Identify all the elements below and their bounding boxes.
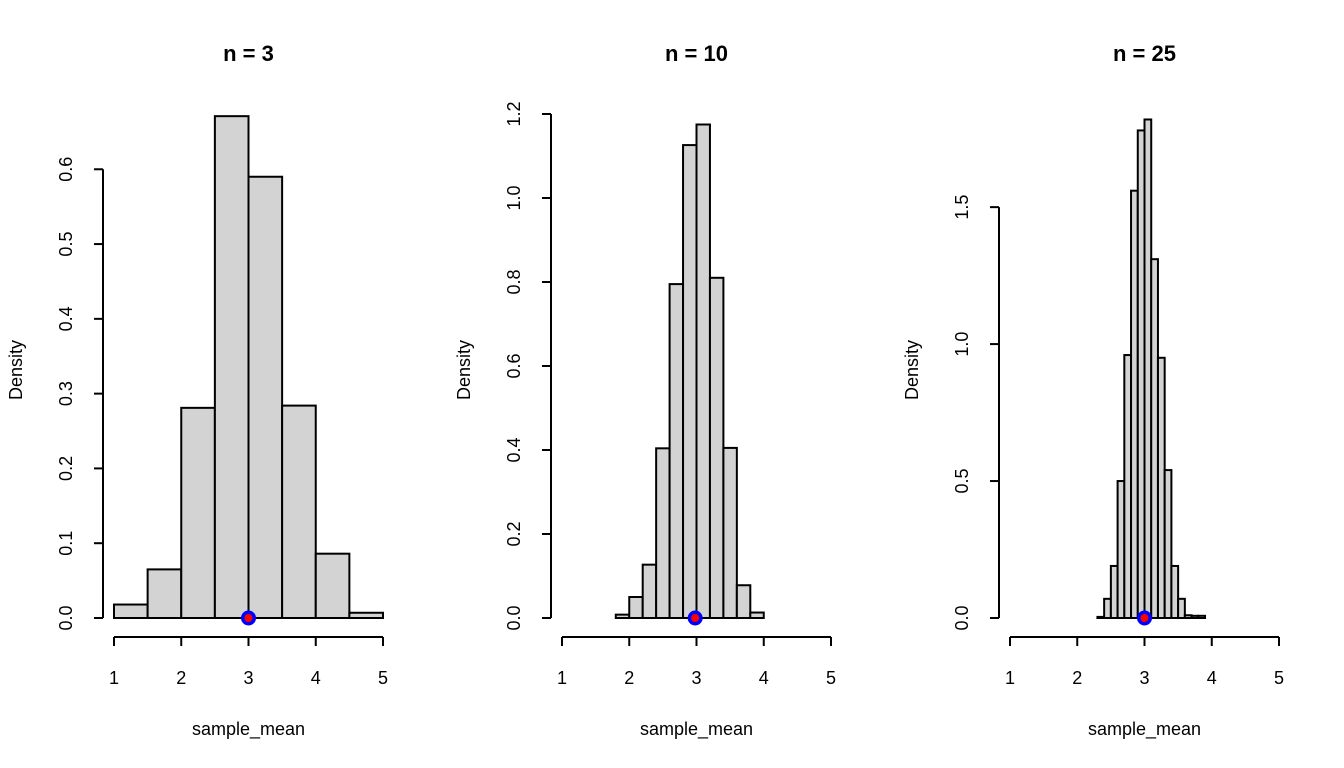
x-tick-label: 5 bbox=[378, 668, 388, 688]
y-tick-label: 0.4 bbox=[56, 306, 76, 331]
histogram-bar bbox=[668, 283, 685, 619]
x-tick-label: 5 bbox=[1274, 668, 1284, 688]
y-tick-label: 1.0 bbox=[504, 185, 524, 210]
x-tick-label: 2 bbox=[624, 668, 634, 688]
y-tick-label: 0.2 bbox=[56, 456, 76, 481]
y-tick-label: 1.2 bbox=[504, 101, 524, 126]
y-tick-label: 1.5 bbox=[952, 195, 972, 220]
y-tick-label: 0.0 bbox=[56, 605, 76, 630]
histogram-bar bbox=[1170, 564, 1180, 620]
histogram-bar bbox=[180, 406, 216, 619]
y-tick-label: 0.4 bbox=[504, 437, 524, 462]
x-tick-label: 3 bbox=[1139, 668, 1149, 688]
histogram-bar bbox=[1150, 258, 1159, 619]
y-tick-label: 0.3 bbox=[56, 381, 76, 406]
histogram-bar bbox=[614, 613, 631, 620]
histogram-bar bbox=[1116, 480, 1126, 620]
histogram-bar bbox=[1190, 614, 1200, 620]
histogram-bar bbox=[213, 115, 250, 620]
x-tick-label: 3 bbox=[243, 668, 253, 688]
x-tick-label: 1 bbox=[557, 668, 567, 688]
panel-title: n = 3 bbox=[223, 41, 274, 66]
histogram-bar bbox=[722, 446, 738, 619]
histogram-bar bbox=[1163, 469, 1173, 619]
y-axis-label: Density bbox=[902, 340, 922, 400]
histogram-bar bbox=[1143, 118, 1153, 619]
histogram-bar bbox=[682, 144, 698, 620]
y-axis-label: Density bbox=[454, 340, 474, 400]
histogram-bar bbox=[628, 596, 644, 619]
histogram-bar bbox=[749, 611, 765, 619]
x-tick-label: 5 bbox=[826, 668, 836, 688]
histogram-bar bbox=[708, 276, 725, 619]
histogram-bar bbox=[146, 568, 183, 620]
y-tick-label: 1.0 bbox=[952, 332, 972, 357]
histogram-panel-n10: n = 10 sample_mean Density 1 2 3 4 5 0.0 0.2 0.… bbox=[454, 41, 836, 740]
y-tick-label: 0.5 bbox=[952, 469, 972, 494]
x-axis-label: sample_mean bbox=[1088, 719, 1201, 740]
histogram-bar bbox=[695, 123, 711, 619]
y-tick-label: 0.6 bbox=[504, 353, 524, 378]
y-tick-label: 0.8 bbox=[504, 269, 524, 294]
histogram-bar bbox=[247, 175, 284, 619]
x-tick-label: 1 bbox=[1005, 668, 1015, 688]
x-tick-label: 1 bbox=[109, 668, 119, 688]
histogram-bar bbox=[1183, 614, 1193, 619]
y-tick-label: 0.5 bbox=[56, 232, 76, 257]
x-tick-label: 2 bbox=[1072, 668, 1082, 688]
histogram-panel-n3: n = 3 sample_mean Density 1 2 3 4 5 0.0 0.1 0.2… bbox=[6, 41, 388, 740]
histogram-bar bbox=[655, 447, 671, 619]
histogram-bar bbox=[348, 611, 384, 620]
histogram-bar bbox=[1103, 597, 1112, 620]
histogram-bar bbox=[1197, 614, 1207, 620]
histogram-bar bbox=[1130, 189, 1139, 619]
histogram-bar bbox=[314, 552, 351, 619]
histogram-bar bbox=[1177, 597, 1186, 620]
x-tick-label: 4 bbox=[759, 668, 769, 688]
histogram-bar bbox=[1156, 356, 1166, 619]
histogram-bar bbox=[1096, 615, 1106, 620]
y-tick-label: 0.2 bbox=[504, 521, 524, 546]
histogram-bar bbox=[281, 404, 317, 619]
mean-marker-inner bbox=[1140, 614, 1149, 622]
histogram-bar bbox=[1123, 354, 1133, 619]
y-tick-label: 0.0 bbox=[952, 605, 972, 630]
y-tick-label: 0.0 bbox=[504, 605, 524, 630]
y-axis-label: Density bbox=[6, 340, 26, 400]
histogram-bar bbox=[641, 563, 658, 619]
x-axis-label: sample_mean bbox=[192, 719, 305, 740]
histogram-bar bbox=[1136, 129, 1146, 619]
y-tick-label: 0.1 bbox=[56, 531, 76, 556]
x-tick-label: 4 bbox=[1207, 668, 1217, 688]
mean-marker-inner bbox=[244, 614, 253, 622]
panel-title: n = 10 bbox=[665, 41, 728, 66]
panel-title: n = 25 bbox=[1113, 41, 1176, 66]
histogram-panel-n25: n = 25 sample_mean Density 1 2 3 4 5 0.0 0.5 1.… bbox=[902, 41, 1284, 740]
y-tick-label: 0.6 bbox=[56, 157, 76, 182]
histogram-bar bbox=[1109, 564, 1119, 620]
histogram-bar bbox=[113, 603, 149, 620]
histogram-bar bbox=[735, 584, 752, 619]
x-tick-label: 2 bbox=[176, 668, 186, 688]
x-tick-label: 4 bbox=[311, 668, 321, 688]
x-axis-label: sample_mean bbox=[640, 719, 753, 740]
mean-marker-inner bbox=[691, 614, 700, 622]
x-tick-label: 3 bbox=[691, 668, 701, 688]
